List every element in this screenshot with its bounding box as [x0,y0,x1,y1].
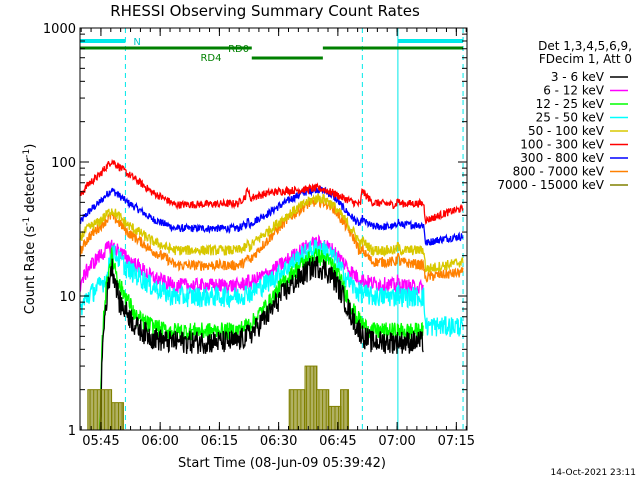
data-line [79,186,464,247]
rd0-label: RD0 [228,44,249,55]
data-line [99,256,424,431]
legend-entry-label: 100 - 300 keV [520,138,604,152]
series-25-50-kev [79,238,464,337]
legend-entry-label: 300 - 800 keV [520,151,604,165]
timestamp: 14-Oct-2021 23:11 [551,468,636,478]
x-tick-label: 07:15 [438,434,475,449]
legend-entry-label: 25 - 50 keV [536,111,605,125]
series-7000-15000-kev [87,365,350,431]
y-axis-label: Count Rate (s-1 detector-1) [22,144,38,315]
data-line [79,158,464,226]
legend-header-line-2: FDecim 1, Att 0 [539,52,632,66]
x-tick-label: 07:00 [378,434,415,449]
x-tick-label: 06:45 [319,434,356,449]
x-tick-label: 06:00 [141,434,178,449]
legend-entry-label: 12 - 25 keV [536,97,605,111]
plot-frame [79,27,468,431]
y-tick-label: 1000 [43,22,76,37]
series-100-300-kev [79,158,464,226]
legend-entry-label: 6 - 12 keV [543,84,605,98]
rd4-label: RD4 [200,53,221,64]
night-label: N [133,37,140,48]
data-line [79,238,464,337]
series-3-6-kev [99,256,424,431]
legend-entry-label: 50 - 100 keV [528,124,605,138]
series-50-100-kev [79,192,464,274]
series-300-800-kev [79,186,464,247]
legend-header-line-1: Det 1,3,4,5,6,9, [538,39,632,53]
legend-entry-label: 3 - 6 keV [551,70,605,84]
y-tick-label: 100 [51,156,76,171]
x-tick-label: 06:15 [201,434,238,449]
data-line [79,192,464,274]
x-axis-label: Start Time (08-Jun-09 05:39:42) [178,456,386,471]
chart-title: RHESSI Observing Summary Count Rates [110,2,420,20]
x-tick-label: 05:45 [82,434,119,449]
axes: 05:45 06:00 06:15 06:30 06:45 07:00 07:15 1 10 10… [43,22,475,449]
legend-entry-label: 800 - 7000 keV [513,165,605,179]
legend-entry-label: 7000 - 15000 keV [497,178,604,192]
plot-area: N RD0 RD4 [79,28,464,431]
legend: Det 1,3,4,5,6,9, FDecim 1, Att 0 3 - 6 k… [497,39,632,192]
x-tick-label: 06:30 [260,434,297,449]
y-tick-label: 10 [59,290,76,305]
y-tick-label: 1 [68,424,76,439]
data-line [79,234,424,296]
series-6-12-kev [79,234,424,296]
